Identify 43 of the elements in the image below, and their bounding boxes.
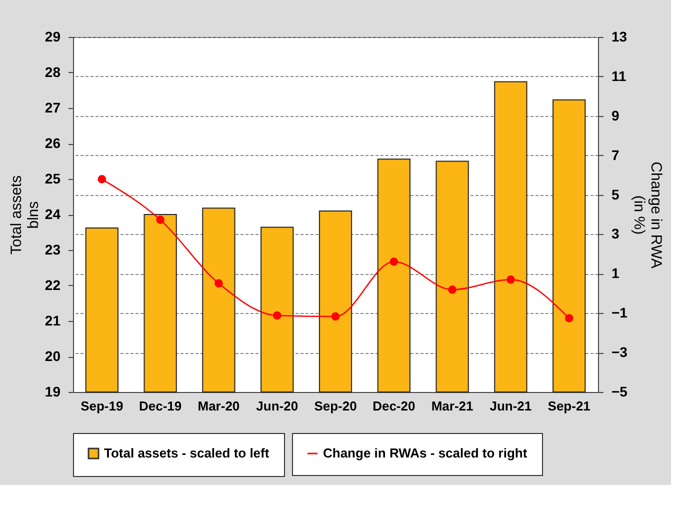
x-tick-label: Jun-21 xyxy=(490,398,532,414)
y2-tick-label: 5 xyxy=(612,186,620,202)
y-tick-label: 23 xyxy=(44,242,61,258)
legend-label: Change in RWAs - scaled to right xyxy=(323,446,528,460)
y-tick-label: 27 xyxy=(44,100,61,116)
y2-tick-label: 9 xyxy=(612,107,620,124)
y2-tick-label: −3 xyxy=(612,344,628,360)
y2-tick-label: −5 xyxy=(612,384,628,400)
y-tick-label: 20 xyxy=(44,348,61,364)
point xyxy=(564,314,574,322)
point xyxy=(214,279,223,288)
x-tick-label: Dec-19 xyxy=(138,398,182,414)
y-tick-label: 25 xyxy=(44,170,61,186)
y2-tick-label: 7 xyxy=(612,146,620,163)
y-tick-label: 26 xyxy=(44,135,61,151)
y2-tick-label: −1 xyxy=(612,304,628,321)
y-tick-label: 29 xyxy=(44,28,61,44)
y2-tick-label: 3 xyxy=(612,226,620,242)
x-tick-label: Sep-21 xyxy=(548,398,590,414)
y-tick-label: 28 xyxy=(44,64,61,80)
point xyxy=(98,175,106,184)
point xyxy=(272,311,282,320)
x-tick-label: Dec-20 xyxy=(372,398,416,414)
y-tick-label: 24 xyxy=(44,206,61,222)
point xyxy=(331,312,340,321)
y2-tick-label: 1 xyxy=(612,265,620,282)
x-tick-label: Sep-20 xyxy=(314,398,357,414)
y-tick-label: 22 xyxy=(44,277,61,293)
point xyxy=(448,285,456,294)
x-tick-label: Mar-20 xyxy=(198,398,240,414)
y2-axis-title: Change in RWA (in %) xyxy=(630,162,664,268)
y2-tick-label: 13 xyxy=(612,28,628,44)
x-tick-label: Jun-20 xyxy=(256,398,298,414)
y-tick-label: 21 xyxy=(44,312,61,328)
point xyxy=(506,275,515,284)
y-tick-label: 19 xyxy=(44,384,61,400)
point xyxy=(390,257,398,266)
y-axis-title: Total assets blns xyxy=(8,175,42,255)
y2-tick-label: 11 xyxy=(612,68,627,84)
legend-label: Total assets - scaled to left xyxy=(104,446,270,460)
point xyxy=(156,216,164,224)
x-tick-label: Sep-19 xyxy=(80,398,124,414)
x-tick-label: Mar-21 xyxy=(431,398,474,414)
